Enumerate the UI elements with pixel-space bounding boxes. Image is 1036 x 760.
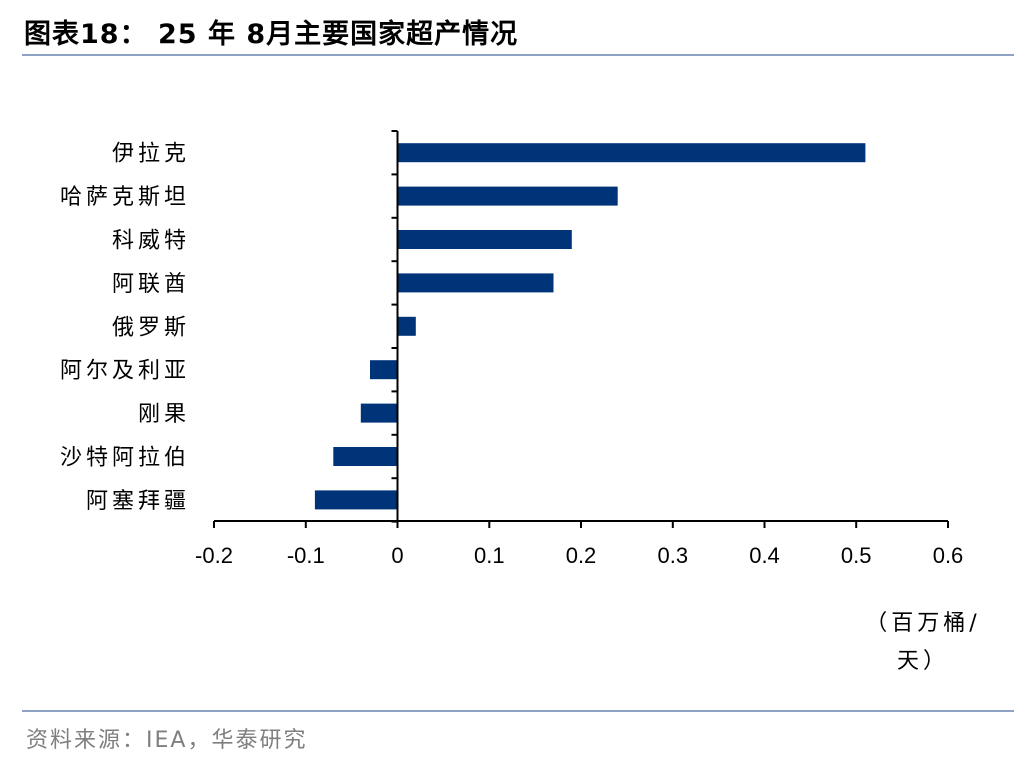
bar-0 (397, 143, 866, 163)
category-label-3: 阿联酋 (112, 272, 190, 297)
category-label-2: 科威特 (112, 229, 190, 254)
tick-label-6: 0.4 (749, 543, 780, 568)
unit-label: （百万桶/ 天） (865, 611, 981, 674)
title-divider (22, 54, 1014, 56)
tick-label-5: 0.3 (658, 543, 689, 568)
tick-label-4: 0.2 (566, 543, 597, 568)
tick-label-8: 0.6 (933, 543, 964, 568)
bar-4 (397, 316, 416, 336)
category-label-1: 哈萨克斯坦 (60, 185, 190, 210)
bar-8 (314, 490, 398, 510)
category-label-8: 阿塞拜疆 (86, 489, 190, 514)
category-label-5: 阿尔及利亚 (60, 359, 190, 384)
chart-title: 图表18： 25 年 8月主要国家超产情况 (24, 19, 519, 50)
bar-5 (370, 360, 398, 380)
category-label-0: 伊拉克 (112, 142, 190, 167)
source-note: 资料来源：IEA，华泰研究 (26, 728, 308, 753)
bar-2 (397, 230, 572, 249)
bar-1 (397, 186, 618, 206)
category-label-4: 俄罗斯 (112, 315, 190, 340)
bars-group (314, 143, 866, 510)
tick-label-0: -0.2 (195, 543, 233, 568)
category-label-7: 沙特阿拉伯 (60, 446, 190, 471)
bar-3 (397, 273, 554, 293)
tick-label-1: -0.1 (287, 543, 325, 568)
tick-label-3: 0.1 (474, 543, 505, 568)
bar-6 (360, 403, 398, 423)
tick-label-2: 0 (391, 543, 403, 568)
footer-divider (22, 710, 1014, 712)
tick-label-7: 0.5 (841, 543, 872, 568)
bar-7 (333, 447, 398, 466)
category-label-6: 刚果 (138, 402, 190, 427)
axes-group (213, 130, 949, 528)
